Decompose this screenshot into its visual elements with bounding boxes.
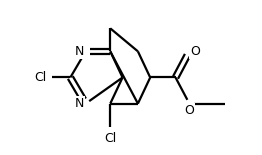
Text: Cl: Cl: [34, 71, 47, 84]
Text: O: O: [184, 104, 194, 117]
Text: N: N: [75, 45, 84, 58]
Text: O: O: [190, 45, 200, 58]
Text: Cl: Cl: [104, 132, 116, 145]
Text: N: N: [75, 97, 84, 110]
